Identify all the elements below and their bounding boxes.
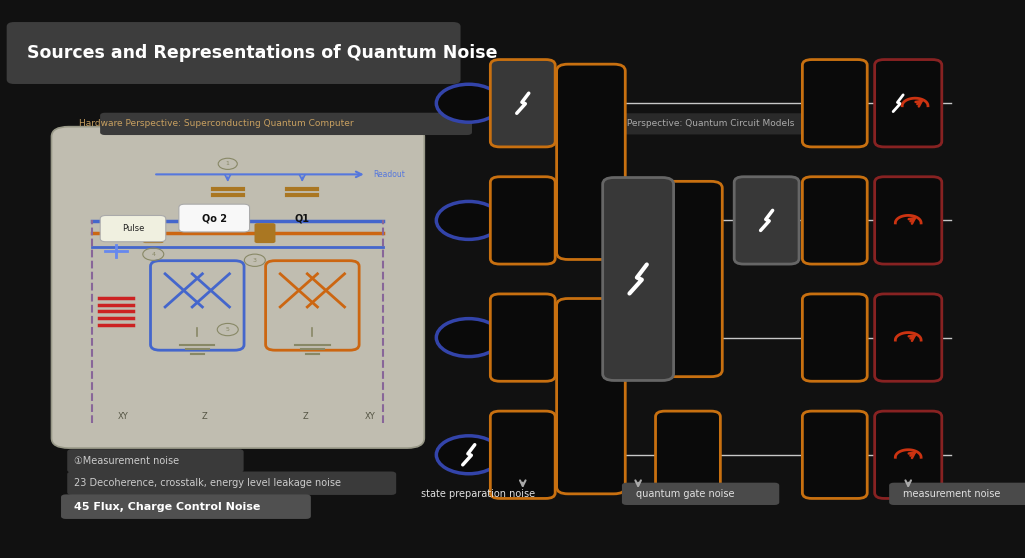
- FancyBboxPatch shape: [603, 177, 673, 381]
- Text: 45 Flux, Charge Control Noise: 45 Flux, Charge Control Noise: [75, 502, 260, 512]
- FancyBboxPatch shape: [803, 294, 867, 381]
- FancyBboxPatch shape: [490, 60, 556, 147]
- Text: Sources and Representations of Quantum Noise: Sources and Representations of Quantum N…: [27, 44, 497, 62]
- FancyBboxPatch shape: [622, 483, 779, 505]
- FancyBboxPatch shape: [874, 294, 942, 381]
- FancyBboxPatch shape: [734, 177, 800, 264]
- FancyBboxPatch shape: [68, 449, 244, 473]
- Text: 1: 1: [226, 161, 230, 166]
- FancyBboxPatch shape: [874, 60, 942, 147]
- Text: quantum gate noise: quantum gate noise: [637, 489, 735, 499]
- Circle shape: [437, 436, 501, 474]
- FancyBboxPatch shape: [100, 215, 166, 242]
- Text: ①Measurement noise: ①Measurement noise: [75, 456, 179, 466]
- Text: 4: 4: [152, 252, 155, 257]
- Text: XY: XY: [118, 412, 128, 421]
- Text: state preparation noise: state preparation noise: [421, 489, 536, 499]
- FancyBboxPatch shape: [490, 177, 556, 264]
- FancyBboxPatch shape: [654, 181, 723, 377]
- Text: XY: XY: [365, 412, 375, 421]
- FancyBboxPatch shape: [62, 494, 311, 519]
- FancyBboxPatch shape: [490, 411, 556, 498]
- FancyBboxPatch shape: [100, 113, 472, 135]
- FancyBboxPatch shape: [179, 204, 249, 232]
- FancyBboxPatch shape: [803, 411, 867, 498]
- FancyBboxPatch shape: [656, 411, 721, 498]
- FancyBboxPatch shape: [889, 483, 1025, 505]
- Text: 3: 3: [253, 258, 257, 263]
- FancyBboxPatch shape: [803, 60, 867, 147]
- FancyBboxPatch shape: [142, 223, 164, 243]
- FancyBboxPatch shape: [254, 223, 276, 243]
- Circle shape: [437, 201, 501, 239]
- Text: 23 Decoherence, crosstalk, energy level leakage noise: 23 Decoherence, crosstalk, energy level …: [75, 478, 341, 488]
- FancyBboxPatch shape: [51, 127, 424, 448]
- Circle shape: [437, 84, 501, 122]
- Text: Z: Z: [201, 412, 207, 421]
- FancyBboxPatch shape: [557, 64, 625, 259]
- Text: Z: Z: [302, 412, 309, 421]
- FancyBboxPatch shape: [803, 177, 867, 264]
- FancyBboxPatch shape: [68, 472, 397, 495]
- Text: Readout: Readout: [373, 170, 405, 179]
- Text: 5: 5: [226, 327, 230, 332]
- FancyBboxPatch shape: [580, 113, 847, 134]
- FancyBboxPatch shape: [874, 411, 942, 498]
- Text: Qo 2: Qo 2: [202, 213, 227, 223]
- Text: Q1: Q1: [295, 213, 310, 223]
- FancyBboxPatch shape: [557, 299, 625, 494]
- Circle shape: [437, 319, 501, 357]
- Text: Pulse: Pulse: [122, 224, 145, 233]
- FancyBboxPatch shape: [874, 177, 942, 264]
- Text: Hardware Perspective: Superconducting Quantum Computer: Hardware Perspective: Superconducting Qu…: [79, 119, 354, 128]
- FancyBboxPatch shape: [7, 22, 460, 84]
- Text: measurement noise: measurement noise: [903, 489, 1000, 499]
- Text: Software Perspective: Quantum Circuit Models: Software Perspective: Quantum Circuit Mo…: [584, 119, 794, 128]
- FancyBboxPatch shape: [490, 294, 556, 381]
